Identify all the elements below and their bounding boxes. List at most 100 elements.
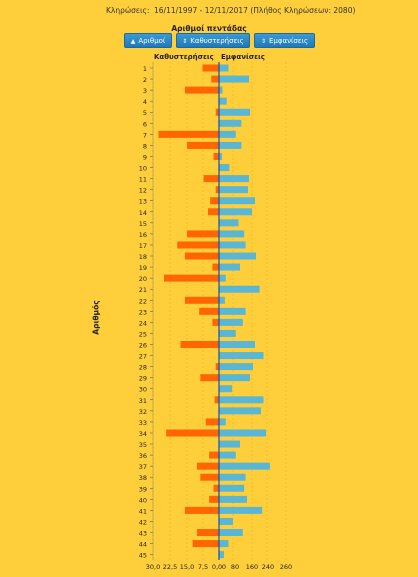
delay-bar xyxy=(214,396,219,404)
category-label: 4 xyxy=(143,98,147,106)
category-label: 7 xyxy=(143,131,147,139)
delay-bar xyxy=(158,130,219,138)
appearance-bar xyxy=(219,352,264,360)
category-label: 2 xyxy=(143,76,147,84)
appearance-bar xyxy=(219,407,261,415)
sort-by-delay-button[interactable]: ⇕ Καθυστερήσεις xyxy=(176,33,250,48)
right-axis-tick-label: 80 xyxy=(231,563,239,571)
sort-by-delay-label: Καθυστερήσεις xyxy=(190,37,244,45)
appearance-bar xyxy=(219,517,233,525)
delay-bar xyxy=(203,175,219,183)
category-label: 23 xyxy=(139,308,147,316)
appearance-bar xyxy=(219,86,223,94)
appearance-bar xyxy=(219,451,236,459)
delay-bar xyxy=(197,529,219,537)
appearance-bar xyxy=(219,274,226,282)
category-label: 37 xyxy=(139,463,147,471)
delay-bar xyxy=(205,418,219,426)
caret-up-icon: ▲ xyxy=(130,38,136,45)
left-axis-tick-label: 30,0 xyxy=(146,563,160,571)
left-axis-tick-label: 7,5 xyxy=(198,563,208,571)
delay-header: Καθυστερήσεις xyxy=(154,53,214,61)
appearance-bar xyxy=(219,341,255,348)
category-label: 31 xyxy=(139,397,147,405)
appearance-bar xyxy=(219,130,236,138)
category-label: 41 xyxy=(139,507,147,515)
appearance-bar xyxy=(219,506,263,514)
appearance-bar xyxy=(219,119,242,127)
appearance-bar xyxy=(219,551,224,559)
category-label: 43 xyxy=(139,530,147,538)
category-label: 19 xyxy=(139,264,147,272)
appearance-bar xyxy=(219,108,250,116)
delay-bar xyxy=(209,495,219,503)
category-label: 17 xyxy=(139,242,147,250)
category-label: 24 xyxy=(139,319,147,327)
appearance-bar xyxy=(219,208,252,216)
delay-bar xyxy=(208,208,219,216)
category-label: 9 xyxy=(143,153,147,161)
category-label: 5 xyxy=(143,109,147,117)
chart-title: Αριθμοί πεντάδας xyxy=(171,24,247,33)
left-axis-tick-label: 0,0 xyxy=(212,563,222,571)
category-label: 22 xyxy=(139,297,147,305)
category-label: 45 xyxy=(139,552,147,560)
appearance-bar xyxy=(219,429,267,437)
category-label: 21 xyxy=(139,286,147,294)
sort-by-number-button[interactable]: ▲ Αριθμοί xyxy=(124,33,172,48)
delay-bar xyxy=(164,274,219,282)
delay-bar xyxy=(199,307,219,315)
appearance-bar xyxy=(219,263,240,271)
appearance-bar xyxy=(219,473,246,481)
delay-bar xyxy=(211,75,219,83)
appearance-bar xyxy=(219,219,239,227)
appearance-bar xyxy=(219,296,225,304)
category-label: 18 xyxy=(139,253,147,261)
category-label: 10 xyxy=(139,165,147,173)
appearance-bar xyxy=(219,484,245,492)
delay-bar xyxy=(187,230,219,238)
category-label: 1 xyxy=(143,65,147,73)
appearances-header: Εμφανίσεις xyxy=(221,53,265,61)
delay-bar xyxy=(212,263,219,271)
left-axis-tick-label: 22,5 xyxy=(163,563,177,571)
appearance-bar xyxy=(219,418,226,426)
category-label: 26 xyxy=(139,342,147,350)
delay-bar xyxy=(184,296,219,304)
delay-bar xyxy=(184,506,219,514)
category-label: 39 xyxy=(139,485,147,493)
right-axis-tick-label: 240 xyxy=(262,563,274,571)
sort-by-appearances-label: Εμφανίσεις xyxy=(268,37,309,45)
left-axis-tick-label: 15,0 xyxy=(180,563,194,571)
appearance-bar xyxy=(219,230,245,238)
category-label: 16 xyxy=(139,231,147,239)
appearance-bar xyxy=(219,285,260,293)
appearance-bar xyxy=(219,495,247,503)
delay-bar xyxy=(210,197,219,205)
delay-bar xyxy=(212,318,219,326)
appearance-bar xyxy=(219,529,243,537)
delay-bar xyxy=(209,451,219,459)
category-label: 8 xyxy=(143,142,147,150)
category-label: 28 xyxy=(139,364,147,372)
appearance-bar xyxy=(219,385,233,393)
appearance-bar xyxy=(219,75,249,83)
delay-bar xyxy=(215,108,219,116)
category-label: 27 xyxy=(139,353,147,361)
category-label: 14 xyxy=(139,209,147,217)
appearance-bar xyxy=(219,462,270,470)
delay-bar xyxy=(202,64,219,72)
appearance-bar xyxy=(219,396,264,404)
appearance-bar xyxy=(219,64,229,72)
appearance-bar xyxy=(219,97,227,105)
category-label: 11 xyxy=(139,176,147,184)
delay-bar xyxy=(184,86,219,94)
right-axis-tick-label: 260 xyxy=(280,563,292,571)
category-label: 33 xyxy=(139,419,147,427)
sort-icon: ⇕ xyxy=(182,38,188,45)
category-label: 29 xyxy=(139,375,147,383)
category-label: 42 xyxy=(139,518,147,526)
category-label: 44 xyxy=(139,541,147,549)
draw-info-label: Κληρώσεις: xyxy=(106,6,150,15)
sort-by-appearances-button[interactable]: ⇕ Εμφανίσεις xyxy=(254,33,315,48)
